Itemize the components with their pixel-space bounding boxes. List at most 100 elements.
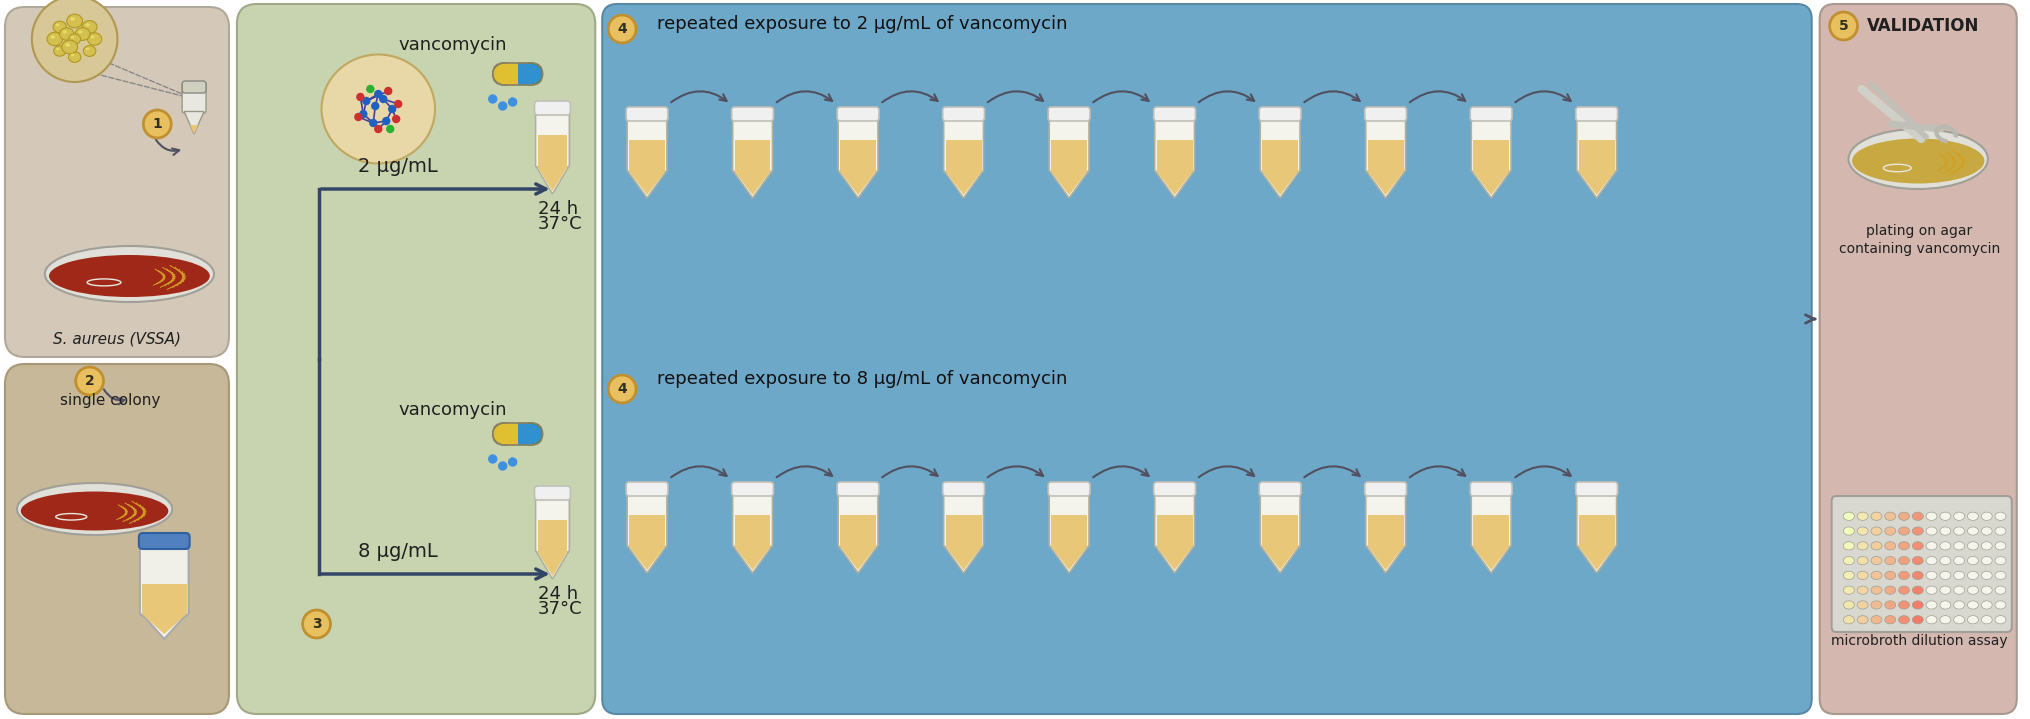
- FancyArrowPatch shape: [989, 467, 1043, 477]
- Ellipse shape: [69, 34, 81, 44]
- FancyArrowPatch shape: [883, 91, 938, 102]
- Bar: [1474, 515, 1508, 546]
- FancyBboxPatch shape: [731, 107, 773, 121]
- Text: single colony: single colony: [59, 393, 160, 408]
- Ellipse shape: [1912, 615, 1922, 624]
- Circle shape: [392, 116, 400, 122]
- Ellipse shape: [1898, 557, 1910, 564]
- Bar: [518, 423, 530, 445]
- Ellipse shape: [1912, 572, 1922, 580]
- Ellipse shape: [1898, 512, 1910, 521]
- FancyBboxPatch shape: [1155, 114, 1194, 173]
- FancyBboxPatch shape: [1470, 482, 1512, 496]
- Polygon shape: [1263, 172, 1297, 195]
- Ellipse shape: [1967, 512, 1979, 521]
- Ellipse shape: [1995, 615, 2006, 624]
- Polygon shape: [1052, 172, 1086, 195]
- Ellipse shape: [91, 35, 95, 39]
- Ellipse shape: [1953, 615, 1965, 624]
- Text: repeated exposure to 2 μg/mL of vancomycin: repeated exposure to 2 μg/mL of vancomyc…: [658, 15, 1068, 33]
- FancyBboxPatch shape: [1366, 488, 1405, 548]
- Ellipse shape: [1953, 557, 1965, 564]
- Circle shape: [380, 96, 388, 103]
- Bar: [1368, 140, 1403, 172]
- Circle shape: [367, 86, 374, 93]
- Bar: [505, 63, 530, 85]
- Bar: [735, 515, 771, 546]
- Ellipse shape: [85, 24, 89, 27]
- Ellipse shape: [1941, 572, 1951, 580]
- FancyBboxPatch shape: [838, 488, 879, 548]
- Circle shape: [609, 15, 635, 43]
- Polygon shape: [536, 552, 568, 579]
- Ellipse shape: [1843, 512, 1853, 521]
- Bar: [1052, 515, 1086, 546]
- Polygon shape: [1050, 546, 1088, 573]
- Ellipse shape: [1926, 601, 1937, 609]
- Polygon shape: [1577, 546, 1616, 573]
- Polygon shape: [735, 172, 771, 195]
- Ellipse shape: [1857, 557, 1868, 564]
- FancyBboxPatch shape: [627, 114, 668, 173]
- Text: 8 μg/mL: 8 μg/mL: [359, 542, 438, 561]
- Ellipse shape: [518, 63, 542, 85]
- Circle shape: [489, 95, 497, 103]
- FancyBboxPatch shape: [1261, 114, 1299, 173]
- FancyBboxPatch shape: [733, 114, 773, 173]
- Ellipse shape: [81, 21, 97, 33]
- Polygon shape: [1261, 546, 1299, 573]
- Text: 24 h: 24 h: [538, 200, 579, 218]
- Polygon shape: [1472, 172, 1510, 198]
- FancyBboxPatch shape: [1577, 488, 1616, 548]
- Ellipse shape: [1926, 512, 1937, 521]
- Ellipse shape: [1995, 527, 2006, 535]
- Bar: [538, 520, 568, 552]
- FancyArrowPatch shape: [777, 91, 832, 102]
- Ellipse shape: [87, 33, 102, 45]
- Circle shape: [489, 455, 497, 463]
- Polygon shape: [627, 546, 666, 573]
- Ellipse shape: [1898, 541, 1910, 550]
- FancyBboxPatch shape: [603, 4, 1811, 714]
- Polygon shape: [1579, 172, 1614, 195]
- Ellipse shape: [53, 22, 67, 33]
- Polygon shape: [946, 172, 980, 195]
- Ellipse shape: [45, 246, 213, 302]
- Bar: [946, 515, 980, 546]
- Ellipse shape: [1981, 601, 1991, 609]
- FancyBboxPatch shape: [1366, 114, 1405, 173]
- Polygon shape: [733, 546, 771, 573]
- Ellipse shape: [69, 52, 81, 63]
- Bar: [735, 140, 771, 172]
- Ellipse shape: [61, 40, 77, 54]
- Text: VALIDATION: VALIDATION: [1866, 17, 1979, 35]
- FancyArrowPatch shape: [989, 91, 1043, 102]
- Ellipse shape: [71, 54, 75, 56]
- Ellipse shape: [1912, 527, 1922, 535]
- Text: 2: 2: [85, 374, 95, 388]
- Ellipse shape: [1898, 601, 1910, 609]
- FancyBboxPatch shape: [1472, 114, 1510, 173]
- Ellipse shape: [1941, 615, 1951, 624]
- Text: 5: 5: [1839, 19, 1849, 33]
- Circle shape: [355, 114, 361, 121]
- Ellipse shape: [1981, 615, 1991, 624]
- Circle shape: [75, 367, 104, 395]
- Text: microbroth dilution assay: microbroth dilution assay: [1831, 634, 2008, 648]
- FancyBboxPatch shape: [1047, 482, 1090, 496]
- FancyArrowPatch shape: [1409, 467, 1466, 477]
- Polygon shape: [536, 167, 568, 194]
- Ellipse shape: [1884, 586, 1896, 595]
- Ellipse shape: [1941, 557, 1951, 564]
- FancyBboxPatch shape: [183, 82, 207, 114]
- Ellipse shape: [63, 30, 67, 34]
- FancyArrowPatch shape: [777, 467, 832, 477]
- Ellipse shape: [1857, 527, 1868, 535]
- Ellipse shape: [321, 55, 434, 163]
- Ellipse shape: [1912, 512, 1922, 521]
- Ellipse shape: [1872, 557, 1882, 564]
- Bar: [840, 515, 877, 546]
- FancyBboxPatch shape: [536, 493, 568, 553]
- FancyBboxPatch shape: [1364, 482, 1407, 496]
- Ellipse shape: [1857, 541, 1868, 550]
